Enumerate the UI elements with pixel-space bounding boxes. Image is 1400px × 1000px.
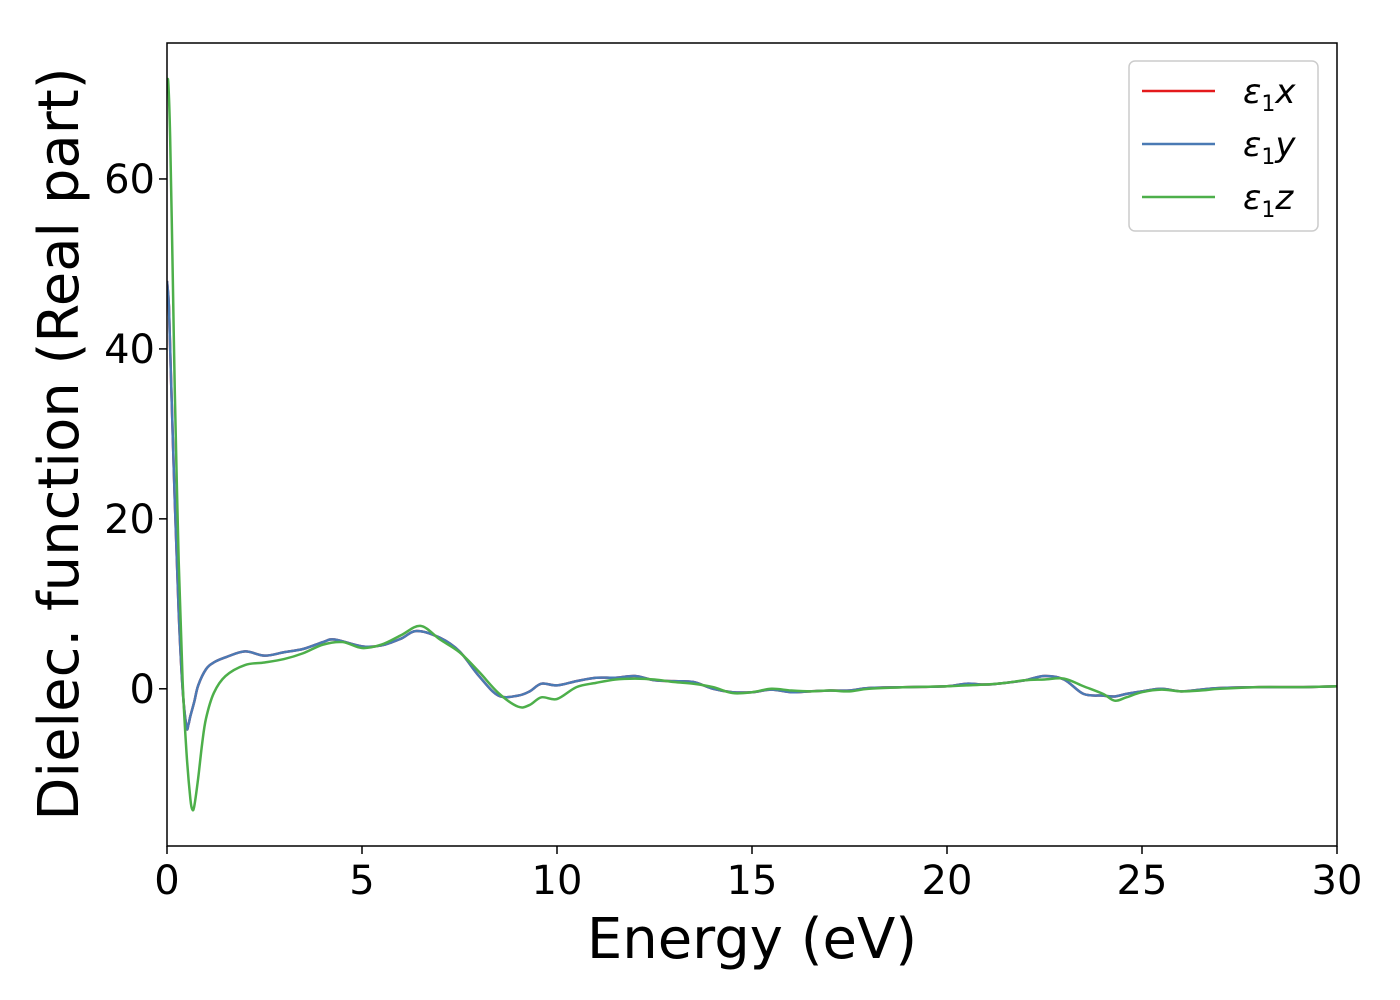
series-line-z [167, 77, 1337, 812]
legend-label-x: ε1x [1243, 72, 1296, 117]
legend-label-y: ε1y [1243, 125, 1296, 170]
x-tick-label: 25 [1117, 858, 1168, 904]
y-tick-label: 40 [104, 327, 155, 373]
x-tick-label: 20 [922, 858, 973, 904]
y-tick-label: 60 [104, 157, 155, 203]
y-tick-label: 0 [130, 667, 155, 713]
x-axis-label: Energy (eV) [587, 907, 917, 972]
y-axis-label: Dielec. function (Real part) [27, 67, 92, 820]
y-axis: 0 20 40 60 [104, 157, 167, 713]
x-tick-label: 30 [1312, 858, 1363, 904]
legend: ε1x ε1y ε1z [1128, 60, 1319, 232]
series-line-x [167, 280, 1337, 731]
x-axis: 0 5 10 15 20 25 30 [154, 846, 1362, 904]
x-tick-label: 15 [727, 858, 778, 904]
x-tick-label: 10 [532, 858, 583, 904]
x-tick-label: 5 [349, 858, 374, 904]
y-tick-label: 20 [104, 497, 155, 543]
legend-box [1128, 60, 1319, 232]
x-tick-label: 0 [154, 858, 179, 904]
series-line-y [167, 280, 1337, 731]
legend-label-z: ε1z [1243, 178, 1294, 223]
series-layer [167, 77, 1337, 812]
